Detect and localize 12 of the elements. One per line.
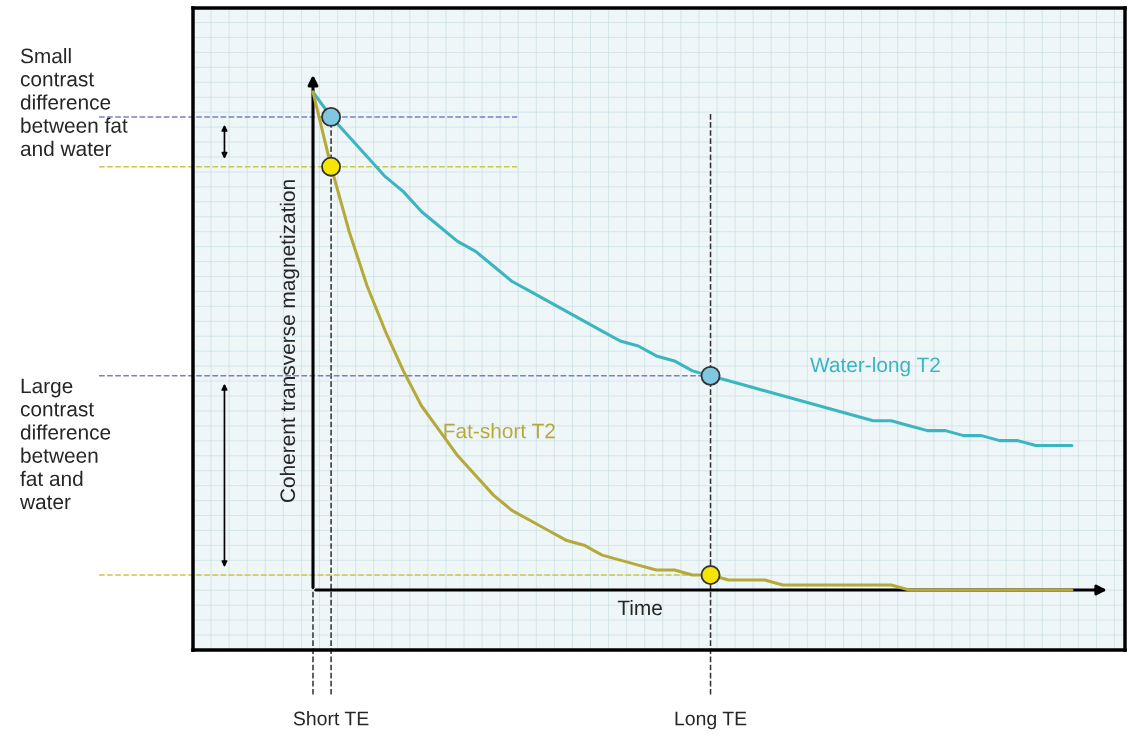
point [321,156,342,177]
x-tick-label: Short TE [293,711,369,726]
x-axis-title: Time [617,599,662,616]
series-label: Fat-short T2 [444,423,555,439]
series-label: Water-long T2 [810,356,940,377]
x-tick-label: Long TE [675,711,747,730]
text: Small contrast difference between fat and water [20,48,128,157]
point [321,106,342,127]
point [700,565,721,586]
y-axis-title: Coherent transverse magnetization [279,180,300,503]
text: Large contrast difference between fat and water [19,378,111,510]
point [700,365,721,386]
